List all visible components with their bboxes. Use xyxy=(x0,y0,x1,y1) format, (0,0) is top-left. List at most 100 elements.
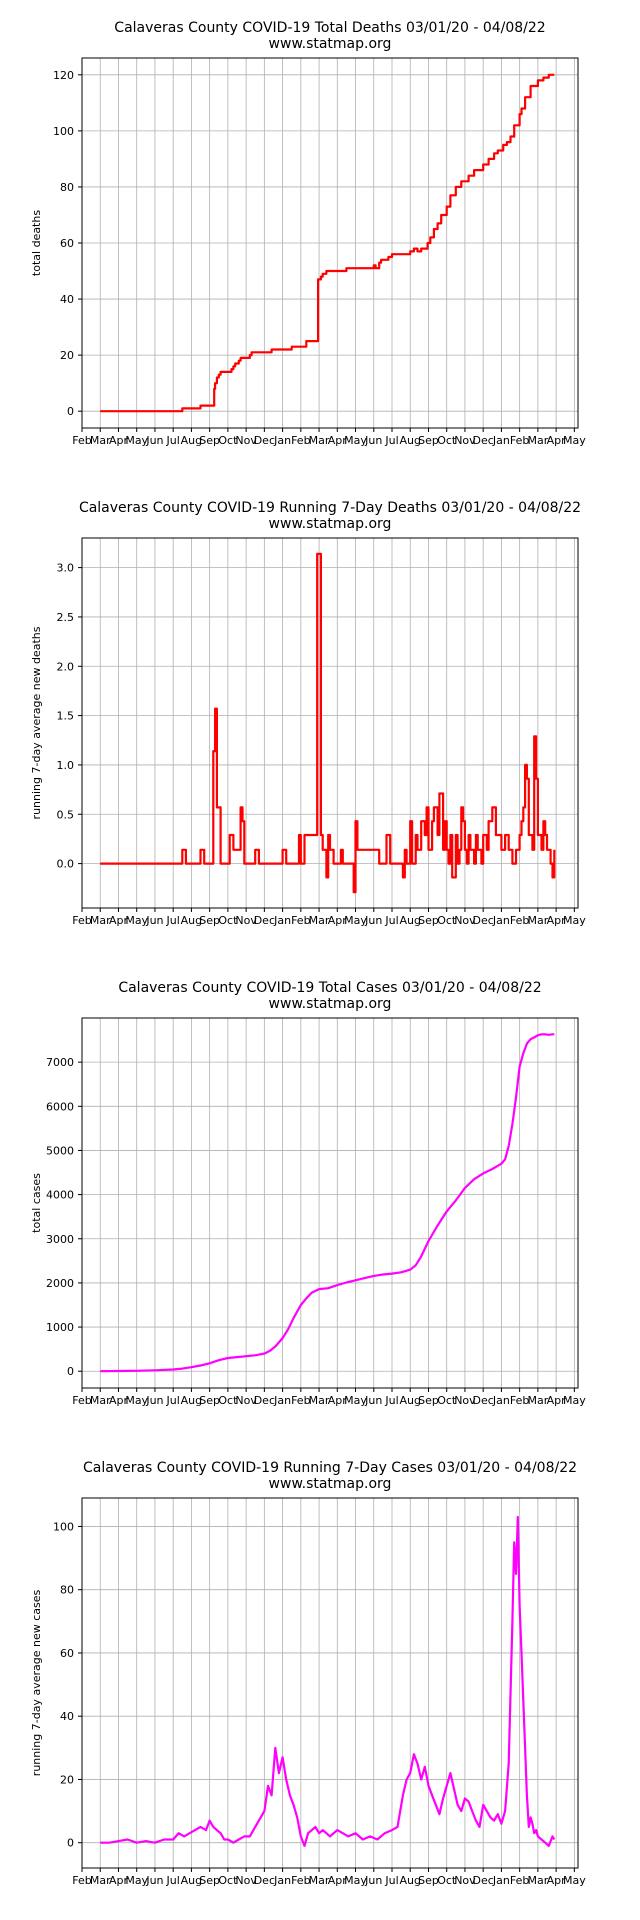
x-tick-label: Feb xyxy=(72,914,91,927)
x-tick-label: Mar xyxy=(527,1394,548,1407)
x-tick-label: Apr xyxy=(328,434,348,447)
x-tick-label: May xyxy=(344,1394,367,1407)
y-tick-label: 20 xyxy=(60,349,74,362)
y-tick-label: 60 xyxy=(60,237,74,250)
chart-total-cases: Calaveras County COVID-19 Total Cases 03… xyxy=(0,960,640,1440)
x-tick-label: Jul xyxy=(384,434,398,447)
x-tick-label: Dec xyxy=(254,914,275,927)
x-tick-label: Jun xyxy=(145,434,163,447)
x-tick-label: Jul xyxy=(166,1874,180,1887)
y-tick-label: 40 xyxy=(60,1710,74,1723)
x-tick-label: Jan xyxy=(273,914,291,927)
y-tick-label: 2000 xyxy=(46,1277,74,1290)
y-tick-label: 2.5 xyxy=(57,611,75,624)
y-tick-label: 0.0 xyxy=(57,858,75,871)
x-tick-label: Oct xyxy=(218,434,238,447)
y-tick-label: 80 xyxy=(60,1584,74,1597)
x-tick-label: Jul xyxy=(166,1394,180,1407)
y-tick-label: 60 xyxy=(60,1647,74,1660)
x-tick-label: Apr xyxy=(547,1874,567,1887)
x-tick-label: May xyxy=(344,914,367,927)
chart-running-7day-cases: Calaveras County COVID-19 Running 7-Day … xyxy=(0,1440,640,1920)
x-tick-label: Mar xyxy=(309,434,330,447)
series-line xyxy=(100,1515,556,1847)
chart-svg: Calaveras County COVID-19 Total Cases 03… xyxy=(30,980,586,1407)
x-tick-label: Dec xyxy=(254,1874,275,1887)
x-tick-label: Mar xyxy=(309,914,330,927)
x-tick-label: Oct xyxy=(437,914,457,927)
x-tick-label: Feb xyxy=(72,1874,91,1887)
x-tick-label: May xyxy=(344,434,367,447)
chart-title: Calaveras County COVID-19 Total Deaths 0… xyxy=(114,20,545,36)
x-tick-label: Aug xyxy=(181,1394,202,1407)
x-tick-label: Sep xyxy=(199,1874,220,1887)
x-tick-label: Nov xyxy=(454,914,476,927)
x-tick-label: Feb xyxy=(291,914,310,927)
x-tick-label: Sep xyxy=(199,434,220,447)
chart-subtitle: www.statmap.org xyxy=(269,36,392,52)
x-tick-label: Aug xyxy=(399,914,420,927)
y-tick-label: 0 xyxy=(67,405,74,418)
y-tick-label: 80 xyxy=(60,181,74,194)
x-tick-label: Feb xyxy=(291,1874,310,1887)
x-tick-label: Mar xyxy=(90,434,111,447)
x-tick-label: Mar xyxy=(90,1394,111,1407)
y-tick-label: 20 xyxy=(60,1773,74,1786)
x-tick-label: Feb xyxy=(291,1394,310,1407)
x-tick-label: Feb xyxy=(291,434,310,447)
series-line xyxy=(100,73,555,413)
x-tick-label: Mar xyxy=(309,1874,330,1887)
x-tick-label: Oct xyxy=(218,1394,238,1407)
grid xyxy=(81,1018,578,1388)
x-tick-label: Jan xyxy=(492,434,510,447)
y-tick-label: 0 xyxy=(67,1837,74,1850)
x-tick-label: Nov xyxy=(454,1394,476,1407)
chart-title: Calaveras County COVID-19 Running 7-Day … xyxy=(83,1460,577,1476)
x-tick-label: Jun xyxy=(145,1394,163,1407)
grid xyxy=(81,538,578,908)
x-tick-label: Apr xyxy=(328,914,348,927)
y-tick-label: 5000 xyxy=(46,1144,74,1157)
x-tick-label: Feb xyxy=(510,1394,529,1407)
x-tick-label: Nov xyxy=(454,1874,476,1887)
x-tick-label: Jan xyxy=(273,1394,291,1407)
y-tick-label: 40 xyxy=(60,293,74,306)
x-tick-label: Jun xyxy=(364,914,382,927)
x-tick-label: Nov xyxy=(235,1394,257,1407)
y-axis-label: total deaths xyxy=(30,210,43,276)
x-tick-label: Nov xyxy=(235,1874,257,1887)
series-line xyxy=(100,552,556,894)
x-tick-label: May xyxy=(563,1874,586,1887)
x-tick-label: Aug xyxy=(399,434,420,447)
x-tick-label: Jul xyxy=(166,914,180,927)
x-tick-label: Jan xyxy=(492,1394,510,1407)
y-tick-label: 3.0 xyxy=(57,562,75,575)
chart-subtitle: www.statmap.org xyxy=(269,516,392,532)
x-tick-label: Jun xyxy=(145,914,163,927)
x-tick-label: Sep xyxy=(418,1874,439,1887)
chart-svg: Calaveras County COVID-19 Running 7-Day … xyxy=(30,500,586,927)
x-tick-label: Nov xyxy=(454,434,476,447)
x-tick-label: Mar xyxy=(90,914,111,927)
x-tick-label: Oct xyxy=(437,434,457,447)
chart-total-deaths: Calaveras County COVID-19 Total Deaths 0… xyxy=(0,0,640,480)
x-tick-label: Jun xyxy=(145,1874,163,1887)
x-tick-label: Dec xyxy=(473,1394,494,1407)
x-tick-label: May xyxy=(563,434,586,447)
chart-running-7day-deaths: Calaveras County COVID-19 Running 7-Day … xyxy=(0,480,640,960)
x-tick-label: Jul xyxy=(384,1874,398,1887)
x-tick-label: Dec xyxy=(254,434,275,447)
x-tick-label: Oct xyxy=(437,1874,457,1887)
x-tick-label: Aug xyxy=(181,434,202,447)
grid xyxy=(81,58,578,428)
x-tick-label: Sep xyxy=(199,1394,220,1407)
x-tick-label: Feb xyxy=(510,914,529,927)
x-tick-label: Jan xyxy=(273,434,291,447)
x-tick-label: May xyxy=(563,1394,586,1407)
x-tick-label: Aug xyxy=(399,1394,420,1407)
axes-frame xyxy=(81,1497,579,1869)
x-tick-label: Jan xyxy=(492,914,510,927)
x-tick-label: Apr xyxy=(109,434,129,447)
chart-svg: Calaveras County COVID-19 Total Deaths 0… xyxy=(30,20,586,447)
y-axis-label: total cases xyxy=(30,1173,43,1233)
